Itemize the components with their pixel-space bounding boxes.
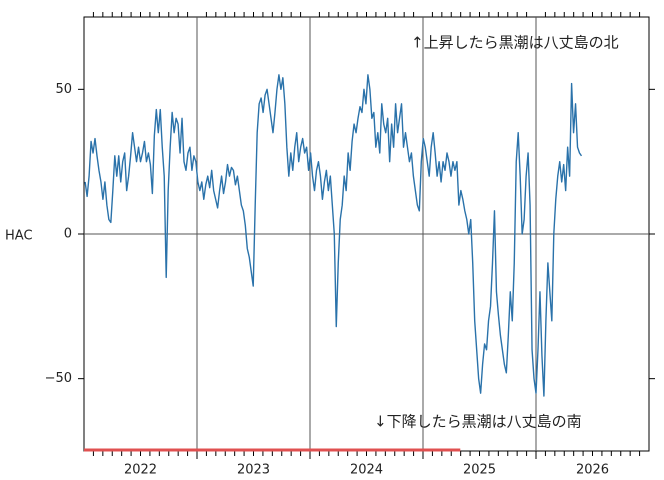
x-tick-label: 2022 [124, 463, 157, 478]
x-tick-label: 2024 [350, 463, 383, 478]
x-tick-label: 2025 [463, 463, 496, 478]
y-tick-label: 50 [55, 82, 72, 97]
y-axis-label: HAC [5, 229, 33, 244]
annotation: ↓下降したら黒潮は八丈島の南 [374, 413, 582, 431]
x-tick-label: 2023 [237, 463, 270, 478]
annotation: ↑上昇したら黒潮は八丈島の北 [411, 34, 619, 52]
y-tick-label: −50 [45, 371, 72, 386]
x-tick-label: 2026 [576, 463, 609, 478]
data-line [84, 74, 583, 397]
y-tick-label: 0 [64, 227, 72, 242]
